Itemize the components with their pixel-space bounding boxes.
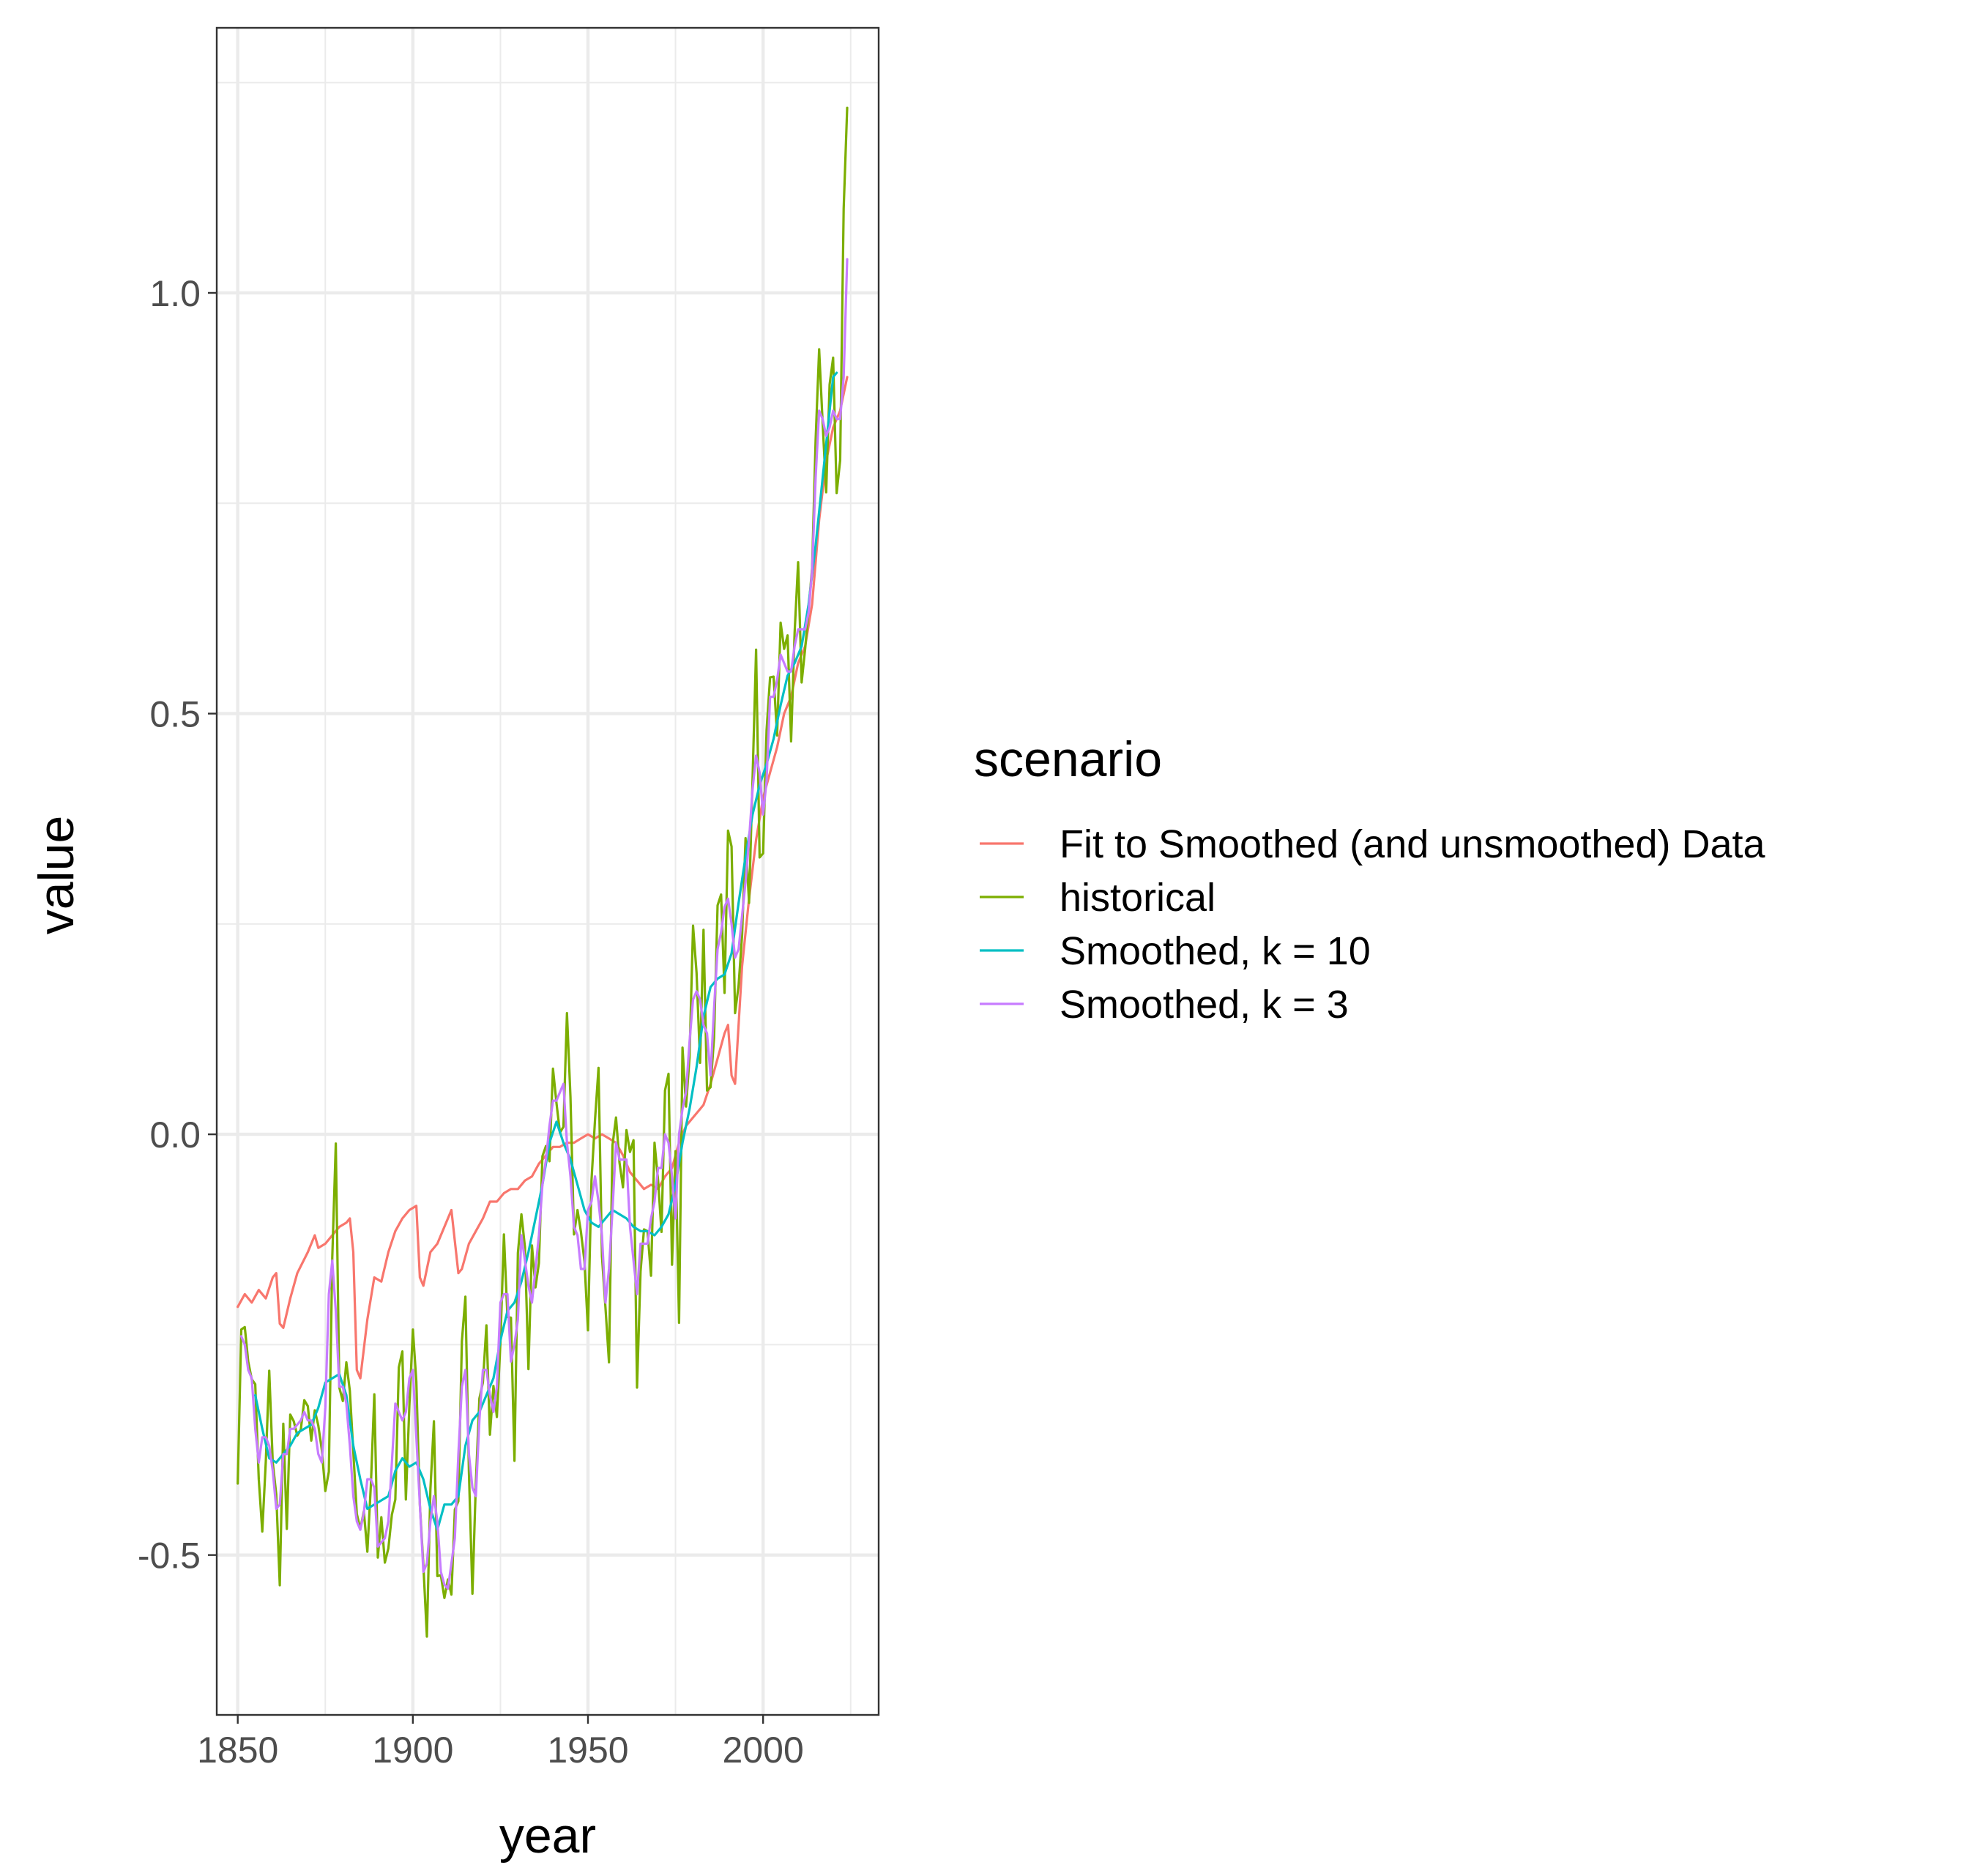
legend-label: Smoothed, k = 10 — [1060, 929, 1371, 973]
y-tick-label: 1.0 — [149, 273, 201, 314]
y-tick-label: -0.5 — [138, 1536, 201, 1577]
series-line — [254, 371, 838, 1531]
x-tick-label: 1850 — [197, 1730, 278, 1771]
legend-title: scenario — [974, 732, 1162, 787]
y-axis-title: value — [29, 816, 84, 935]
plot-panel-border — [215, 26, 880, 1716]
x-tick-label: 2000 — [723, 1730, 804, 1771]
legend-items: Fit to Smoothed (and unsmoothed) Data his… — [980, 822, 1766, 1027]
x-tick-label: 1900 — [372, 1730, 453, 1771]
axes: 1850 1900 1950 2000 -0.5 0.0 0.5 1.0 — [138, 273, 804, 1771]
y-tick-label: 0.5 — [149, 694, 201, 735]
plot-panel-background — [217, 28, 879, 1715]
legend-label: Smoothed, k = 3 — [1060, 983, 1349, 1027]
x-tick-label: 1950 — [547, 1730, 628, 1771]
legend: scenario Fit to Smoothed (and unsmoothed… — [974, 732, 1766, 1027]
series-lines — [237, 106, 849, 1638]
minor-gridlines — [217, 28, 879, 1715]
series-line — [239, 258, 849, 1590]
y-tick-label: 0.0 — [149, 1114, 201, 1155]
legend-label: Fit to Smoothed (and unsmoothed) Data — [1060, 822, 1766, 866]
x-axis-title: year — [499, 1808, 596, 1864]
legend-label: historical — [1060, 876, 1215, 920]
